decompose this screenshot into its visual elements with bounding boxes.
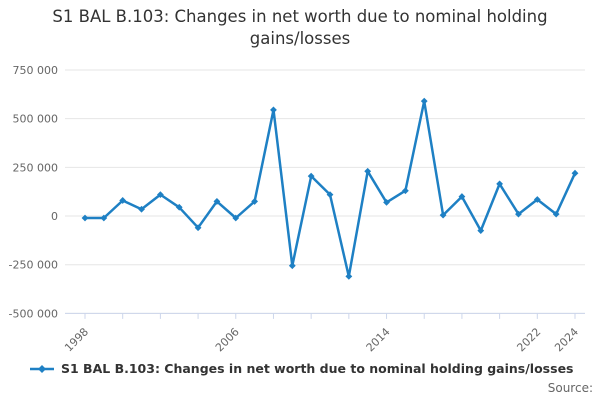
data-point-marker (194, 224, 202, 232)
x-tick-label: 2024 (552, 325, 581, 354)
data-point-marker (401, 187, 409, 195)
data-point-marker (138, 205, 145, 213)
y-tick-label: 750 000 (13, 64, 59, 77)
data-point-marker (420, 97, 428, 105)
legend-item[interactable]: S1 BAL B.103: Changes in net worth due t… (30, 361, 573, 376)
data-point-marker (288, 262, 296, 270)
y-tick-label: 0 (51, 210, 58, 223)
x-axis-labels: 1998 2006 2014 2022 2024 (62, 325, 581, 354)
data-point-marker (326, 191, 334, 199)
y-tick-label: -250 000 (9, 259, 58, 272)
data-point-marker (270, 106, 277, 114)
data-point-marker (552, 210, 560, 218)
data-point-marker (515, 210, 522, 218)
legend: S1 BAL B.103: Changes in net worth due t… (30, 361, 590, 376)
x-tick-label: 1998 (62, 325, 91, 354)
series-line (83, 99, 577, 278)
data-point-marker (458, 193, 466, 200)
x-tick-label: 2014 (364, 325, 393, 354)
data-point-marker (119, 197, 127, 204)
data-point-marker (307, 172, 315, 180)
data-point-marker (213, 198, 221, 205)
x-axis (65, 312, 585, 319)
y-tick-label: 250 000 (13, 161, 59, 174)
x-tick-label: 2006 (213, 325, 242, 354)
data-point-marker (533, 196, 541, 203)
legend-label: S1 BAL B.103: Changes in net worth due t… (61, 361, 574, 376)
data-point-marker (100, 214, 108, 222)
y-tick-label: 500 000 (13, 113, 59, 126)
source-label: Source: (547, 381, 593, 395)
data-point-marker (251, 198, 259, 205)
data-point-marker (571, 169, 579, 177)
data-point-marker (81, 214, 89, 222)
series-markers (81, 97, 579, 280)
data-point-marker (345, 273, 353, 280)
chart-title: S1 BAL B.103: Changes in net worth due t… (52, 7, 548, 48)
legend-diamond-marker (38, 364, 46, 373)
data-point-marker (477, 227, 485, 235)
x-tick-label: 2022 (514, 325, 543, 354)
y-axis-labels: 750 000 500 000 250 000 0 -250 000 -500 000 (9, 64, 58, 320)
y-gridlines (65, 69, 585, 314)
line-chart-canvas: 750 000 500 000 250 000 0 -250 000 -500 000 19… (9, 64, 585, 354)
data-point-marker (232, 214, 240, 222)
y-tick-label: -500 000 (9, 307, 58, 320)
data-point-marker (175, 203, 183, 211)
data-point-marker (383, 199, 390, 206)
data-point-marker (439, 211, 447, 219)
data-point-marker (496, 180, 504, 188)
data-point-marker (156, 191, 164, 199)
legend-line-marker-icon (30, 364, 54, 373)
data-point-marker (364, 167, 372, 175)
